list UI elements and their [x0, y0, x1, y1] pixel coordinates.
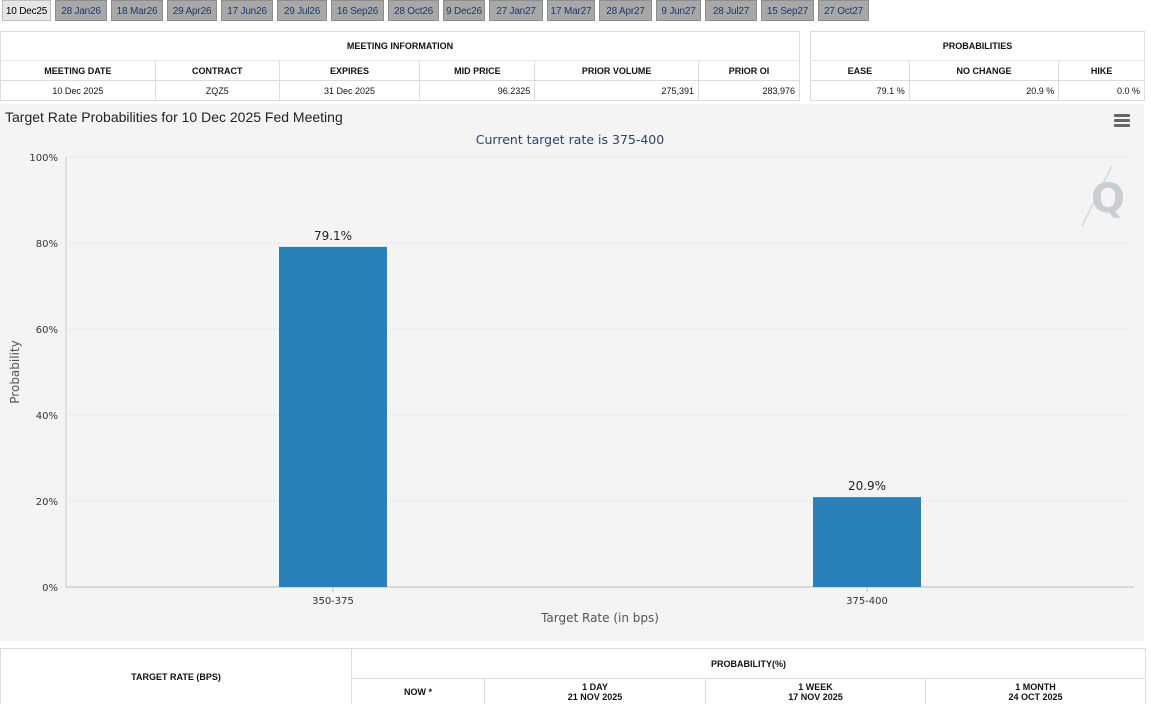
- col-1-day: 1 DAY 21 NOV 2025: [484, 678, 706, 704]
- probability-history-table: TARGET RATE (BPS) PROBABILITY(%) NOW * 1…: [0, 648, 1146, 704]
- chart-subtitle: Current target rate is 375-400: [475, 132, 665, 147]
- col-expires: EXPIRES: [278, 60, 421, 81]
- col-mid-price: MID PRICE: [419, 60, 536, 81]
- cell-expires: 31 Dec 2025: [278, 80, 421, 101]
- tab-17-jun26[interactable]: 17 Jun26: [221, 0, 273, 21]
- tab-9-dec26[interactable]: 9 Dec26: [443, 0, 485, 21]
- y-tick-label: 40%: [36, 411, 58, 422]
- chart-menu-icon[interactable]: [1114, 114, 1130, 128]
- table-row: 79.1 % 20.9 % 0.0 %: [810, 80, 1145, 101]
- col-no-change: NO CHANGE: [908, 60, 1060, 81]
- col-1-day-date: 21 NOV 2025: [567, 691, 623, 702]
- meeting-info-title: MEETING INFORMATION: [0, 31, 800, 61]
- tab-16-sep26[interactable]: 16 Sep26: [331, 0, 384, 21]
- cell-contract: ZQZ5: [154, 80, 280, 101]
- tab-28-jan26[interactable]: 28 Jan26: [55, 0, 107, 21]
- probabilities-title: PROBABILITIES: [810, 31, 1145, 61]
- col-1-week-date: 17 NOV 2025: [788, 691, 843, 702]
- probabilities-table: PROBABILITIES EASE NO CHANGE HIKE 79.1 %…: [810, 31, 1145, 101]
- bar[interactable]: [813, 497, 921, 587]
- tab-28-apr27[interactable]: 28 Apr27: [599, 0, 652, 21]
- x-axis-title: Target Rate (in bps): [540, 611, 659, 625]
- col-prior-oi: PRIOR OI: [698, 60, 800, 81]
- tab-18-mar26[interactable]: 18 Mar26: [111, 0, 163, 21]
- col-meeting-date: MEETING DATE: [0, 60, 156, 81]
- data-label: 79.1%: [314, 229, 352, 243]
- tab-17-mar27[interactable]: 17 Mar27: [547, 0, 595, 21]
- cell-hike: 0.0 %: [1058, 80, 1145, 101]
- col-now: NOW *: [351, 678, 485, 704]
- watermark-logo: Q: [1091, 176, 1125, 222]
- y-axis-title: Probability: [8, 340, 22, 403]
- tab-27-oct27[interactable]: 27 Oct27: [818, 0, 869, 21]
- col-1-day-label: 1 DAY: [582, 681, 608, 692]
- tab-10-dec25[interactable]: 10 Dec25: [2, 0, 51, 21]
- y-tick-label: 20%: [36, 497, 58, 508]
- tab-29-apr26[interactable]: 29 Apr26: [167, 0, 217, 21]
- col-1-week: 1 WEEK 17 NOV 2025: [705, 678, 926, 704]
- table-row: 10 Dec 2025 ZQZ5 31 Dec 2025 96.2325 275…: [0, 80, 800, 101]
- col-contract: CONTRACT: [154, 60, 280, 81]
- chart-title: Target Rate Probabilities for 10 Dec 202…: [5, 109, 343, 125]
- col-1-month-label: 1 MONTH: [1015, 681, 1056, 692]
- cell-prior-volume: 275,391: [534, 80, 700, 101]
- y-tick-label: 80%: [36, 239, 58, 250]
- col-ease: EASE: [810, 60, 910, 81]
- col-hike: HIKE: [1058, 60, 1145, 81]
- col-target-rate: TARGET RATE (BPS): [0, 648, 352, 704]
- bar[interactable]: [279, 246, 387, 587]
- y-tick-label: 60%: [36, 325, 58, 336]
- meeting-info-table: MEETING INFORMATION MEETING DATE CONTRAC…: [0, 31, 800, 101]
- watermark-line: [1081, 165, 1113, 227]
- x-tick-label: 350-375: [312, 596, 354, 607]
- cell-mid-price: 96.2325: [419, 80, 536, 101]
- y-tick-label: 100%: [29, 153, 58, 164]
- tab-28-jul27[interactable]: 28 Jul27: [705, 0, 757, 21]
- col-1-month-date: 24 OCT 2025: [1008, 691, 1063, 702]
- cell-no-change: 20.9 %: [908, 80, 1060, 101]
- tab-27-jan27[interactable]: 27 Jan27: [489, 0, 543, 21]
- cell-ease: 79.1 %: [810, 80, 910, 101]
- col-1-month: 1 MONTH 24 OCT 2025: [925, 678, 1146, 704]
- x-tick-label: 375-400: [846, 596, 888, 607]
- data-label: 20.9%: [848, 479, 886, 493]
- tab-9-jun27[interactable]: 9 Jun27: [656, 0, 701, 21]
- tab-15-sep27[interactable]: 15 Sep27: [761, 0, 814, 21]
- tab-29-jul26[interactable]: 29 Jul26: [277, 0, 327, 21]
- col-probability: PROBABILITY(%): [351, 648, 1146, 679]
- cell-prior-oi: 283,976: [698, 80, 800, 101]
- cell-meeting-date: 10 Dec 2025: [0, 80, 156, 101]
- tab-28-oct26[interactable]: 28 Oct26: [388, 0, 439, 21]
- col-prior-volume: PRIOR VOLUME: [534, 60, 700, 81]
- chart-panel: Q 0% 20% 40% 60% 80% 100% 79.1% 350-375 20.9% 375-…: [0, 104, 1144, 641]
- bar-chart: Q 0% 20% 40% 60% 80% 100% 79.1% 350-375 20.9% 375-…: [8, 153, 1134, 625]
- y-tick-label: 0%: [42, 583, 58, 594]
- col-1-week-label: 1 WEEK: [798, 681, 833, 692]
- meeting-tabs: 10 Dec25 28 Jan26 18 Mar26 29 Apr26 17 Jun26…: [0, 0, 1151, 22]
